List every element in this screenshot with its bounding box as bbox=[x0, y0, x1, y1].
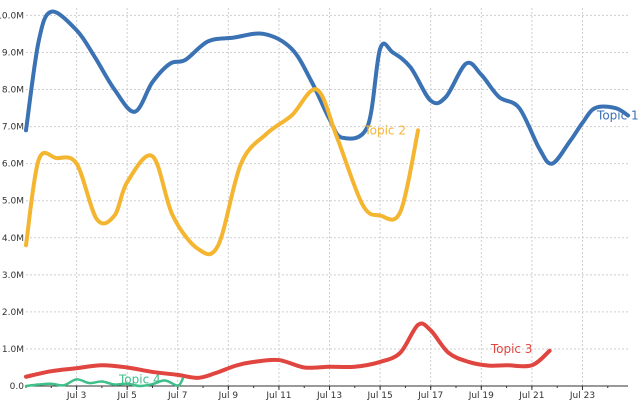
series-line-topic-2 bbox=[24, 87, 421, 257]
x-tick-label: Jul 11 bbox=[265, 391, 291, 400]
x-tick-label: Jul 9 bbox=[218, 391, 239, 400]
y-tick-label: 1.0M bbox=[2, 345, 24, 355]
series-line-topic-1 bbox=[24, 9, 630, 166]
x-tick-label: Jul 17 bbox=[417, 391, 443, 400]
x-axis: Jul 3 Jul 5 Jul 7 Jul 9 Jul 11 Jul 13 Jul 15 Ju… bbox=[25, 385, 628, 400]
x-tick-label: Jul 21 bbox=[518, 391, 544, 400]
x-tick-label: Jul 15 bbox=[367, 391, 393, 400]
series-line-topic-3 bbox=[24, 321, 552, 380]
x-tick-label: Jul 19 bbox=[468, 391, 494, 400]
series-labels: Topic 1 Topic 2 Topic 3 Topic 4 bbox=[118, 108, 639, 386]
x-tick-label: Jul 3 bbox=[66, 391, 86, 400]
series-label-topic-2: Topic 2 bbox=[363, 123, 406, 137]
y-tick-label: 6.0M bbox=[2, 160, 24, 170]
x-tick-label: Jul 23 bbox=[569, 391, 595, 400]
x-tick-label: Jul 13 bbox=[316, 391, 342, 400]
y-axis: 0.0 1.0M 2.0M 3.0M 4.0M 5.0M 6.0M 7.0M 8.0M 9.0M 1… bbox=[0, 11, 24, 392]
y-tick-label: 9.0M bbox=[2, 48, 24, 58]
x-tick-label: Jul 5 bbox=[116, 391, 136, 400]
x-tick-label: Jul 7 bbox=[167, 391, 187, 400]
series-label-topic-3: Topic 3 bbox=[490, 342, 533, 356]
y-tick-label: 4.0M bbox=[2, 234, 24, 244]
y-tick-label: 5.0M bbox=[2, 197, 24, 207]
y-tick-label: 0.0 bbox=[10, 382, 25, 392]
y-tick-label: 7.0M bbox=[2, 123, 24, 133]
series-label-topic-1: Topic 1 bbox=[596, 108, 639, 122]
y-tick-label: 2.0M bbox=[2, 308, 24, 318]
y-tick-label: 3.0M bbox=[2, 271, 24, 281]
gridlines bbox=[26, 8, 628, 387]
series-label-topic-4: Topic 4 bbox=[118, 372, 161, 386]
y-tick-label: 8.0M bbox=[2, 86, 24, 96]
y-tick-label: 10.0M bbox=[0, 11, 24, 21]
series-line-topic-4 bbox=[24, 377, 185, 388]
series-lines bbox=[24, 9, 630, 388]
